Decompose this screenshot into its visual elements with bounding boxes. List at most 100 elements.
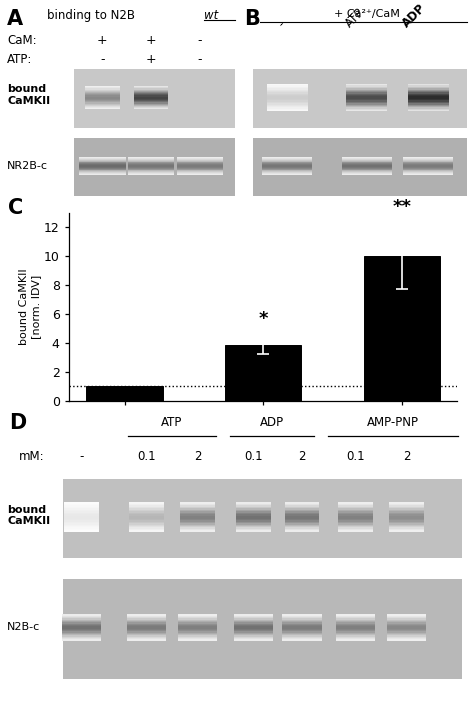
Bar	[346, 108, 387, 110]
Bar	[134, 95, 168, 96]
Bar	[74, 138, 235, 196]
Bar	[389, 508, 424, 510]
Text: -: -	[100, 53, 105, 66]
Text: ATP:: ATP:	[7, 53, 32, 66]
Bar	[79, 160, 126, 161]
Bar	[408, 86, 449, 88]
Bar	[408, 95, 449, 96]
Bar	[284, 507, 319, 508]
Bar	[389, 515, 424, 517]
Bar	[178, 635, 217, 637]
Bar	[177, 173, 223, 174]
Bar	[387, 618, 426, 620]
Text: 0.1: 0.1	[137, 450, 156, 463]
Bar	[284, 530, 319, 532]
Bar	[178, 638, 217, 640]
Bar	[236, 510, 271, 511]
Bar	[262, 157, 312, 158]
Bar	[62, 635, 101, 637]
Bar	[64, 515, 99, 517]
Bar	[236, 508, 271, 510]
Bar	[284, 517, 319, 518]
Bar	[267, 91, 308, 92]
Bar	[85, 102, 120, 104]
Bar	[134, 89, 168, 91]
Bar	[128, 163, 174, 164]
Bar	[283, 618, 322, 620]
Bar	[178, 637, 217, 638]
Bar	[236, 530, 271, 532]
Text: -: -	[198, 53, 202, 66]
Bar	[234, 630, 273, 632]
Bar	[346, 84, 387, 86]
Bar	[177, 159, 223, 160]
Bar	[346, 92, 387, 94]
Bar	[283, 617, 322, 618]
Bar	[336, 623, 375, 625]
Bar	[62, 615, 101, 617]
Bar	[129, 504, 164, 506]
Bar	[403, 165, 453, 166]
Text: -: -	[79, 450, 83, 463]
Bar	[85, 107, 120, 108]
Bar	[127, 638, 166, 640]
Bar	[128, 159, 174, 160]
Bar	[178, 615, 217, 617]
Bar	[387, 625, 426, 626]
Bar	[403, 167, 453, 169]
Bar	[180, 523, 215, 525]
Bar	[338, 517, 373, 518]
Bar	[262, 164, 312, 165]
Bar	[178, 632, 217, 634]
Bar	[338, 511, 373, 513]
Bar	[236, 523, 271, 525]
Bar	[178, 627, 217, 629]
Bar	[387, 614, 426, 615]
Bar	[178, 629, 217, 630]
Bar	[336, 617, 375, 618]
Bar	[389, 530, 424, 532]
Bar	[342, 159, 392, 160]
Bar	[234, 622, 273, 623]
Bar	[236, 517, 271, 518]
Bar	[128, 174, 174, 175]
Bar	[234, 640, 273, 641]
Bar	[62, 632, 101, 634]
Bar	[134, 106, 168, 107]
Bar	[177, 162, 223, 163]
Text: -: -	[198, 34, 202, 47]
Bar	[336, 629, 375, 630]
Bar	[64, 520, 99, 522]
Bar	[178, 623, 217, 625]
Bar	[64, 530, 99, 532]
Text: wt: wt	[204, 9, 219, 22]
Bar	[253, 138, 467, 196]
Bar	[262, 162, 312, 163]
Bar	[262, 170, 312, 172]
Bar	[79, 164, 126, 165]
Bar	[387, 621, 426, 623]
Bar	[180, 521, 215, 523]
Bar	[180, 514, 215, 515]
Bar	[127, 634, 166, 635]
Bar	[64, 518, 99, 520]
Bar	[403, 167, 453, 168]
Bar	[234, 620, 273, 621]
Bar	[85, 106, 120, 107]
Bar	[134, 100, 168, 101]
Bar	[128, 157, 174, 158]
Bar	[85, 89, 120, 91]
Bar	[62, 623, 101, 625]
Bar	[85, 96, 120, 98]
Bar	[284, 504, 319, 506]
Bar	[338, 518, 373, 520]
Bar	[128, 170, 174, 172]
Bar	[284, 518, 319, 520]
Bar	[389, 511, 424, 513]
Bar	[62, 630, 101, 632]
Bar	[267, 94, 308, 95]
Bar	[338, 520, 373, 522]
Bar	[180, 515, 215, 517]
Bar	[177, 169, 223, 170]
Bar	[338, 526, 373, 527]
